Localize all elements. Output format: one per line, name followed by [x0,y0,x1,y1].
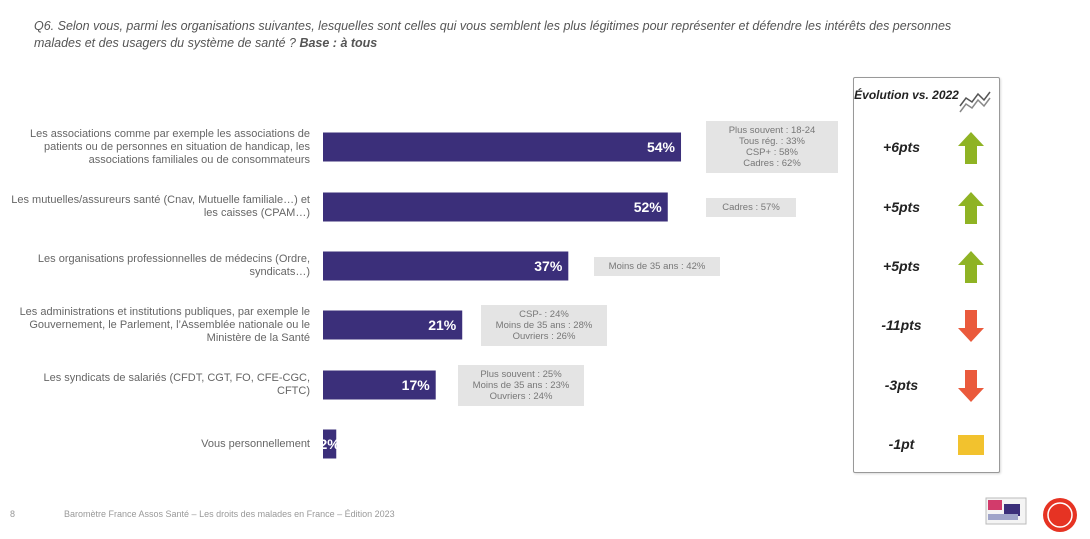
question-body: Q6. Selon vous, parmi les organisations … [34,19,952,50]
subgroup-line: Cadres : 62% [743,158,801,169]
bar-value-label: 17% [402,377,431,393]
subgroup-line: Plus souvent : 18-24 [728,125,816,136]
bar-value-label: 37% [534,258,563,274]
subgroup-box: Cadres : 57% [706,197,796,217]
bar-value-label: 2% [320,436,341,452]
question-base: Base : à tous [299,36,378,50]
chart-icon [958,88,992,121]
bar-value-label: 54% [647,139,676,155]
category-label: Les associations comme par exemple les a… [29,127,310,166]
bar [323,251,569,281]
subgroup-line: Plus souvent : 25% [480,368,562,380]
bar-value-label: 21% [428,317,457,333]
stable-square-icon [956,427,986,468]
arrow-down-icon [956,308,986,349]
bar-value-label: 52% [634,199,663,215]
bar [323,132,682,162]
question-text: Q6. Selon vous, parmi les organisations … [34,18,984,52]
evolution-title: Évolution vs. 2022 [854,88,959,102]
subgroup-line: Moins de 35 ans : 28% [495,319,593,331]
evolution-value: -11pts [881,317,922,333]
subgroup-box: Plus souvent : 18-24 Tous rég. : 33% CSP+ … [706,121,838,173]
arrow-up-icon [956,249,986,290]
subgroup-line: Moins de 35 ans : 23% [472,379,570,391]
bar [323,370,436,400]
bar-chart: 54% 52% 37% 21% 17% 2% [320,132,682,459]
category-label: Les organisations professionnelles de mé… [37,253,310,278]
logo-bva [1040,496,1080,539]
subgroup-line: Cadres : 57% [722,201,780,213]
category-label: Les administrations et institutions publ… [19,305,310,344]
evolution-value: +5pts [883,258,920,274]
category-label: Les syndicats de salariés (CFDT, CGT, FO… [43,372,311,397]
category-label: Les mutuelles/assureurs santé (Cnav, Mut… [11,194,310,219]
subgroup-line: Tous rég. : 33% [738,136,805,147]
subgroup-box: Moins de 35 ans : 42% [594,256,720,276]
subgroup-line: Moins de 35 ans : 42% [608,260,706,272]
arrow-up-icon [956,130,986,171]
arrow-up-icon [956,190,986,231]
evolution-panel: Évolution vs. 2022 +6pts +5pts +5pts -11pts… [853,77,1000,473]
evolution-value: -3pts [884,377,919,393]
subgroup-box: Plus souvent : 25% Moins de 35 ans : 23% O… [458,364,584,406]
logo-france-assos-sante [984,496,1030,526]
bar [323,310,463,340]
page-number: 8 [10,509,16,519]
arrow-down-icon [956,368,986,409]
evolution-value: +6pts [883,139,920,155]
category-label: Vous personnellement [201,437,310,450]
evolution-value: +5pts [883,199,920,215]
subgroup-box: CSP- : 24% Moins de 35 ans : 28% Ouvriers … [481,304,607,346]
subgroup-line: Ouvriers : 26% [512,330,576,342]
subgroup-line: CSP- : 24% [519,308,569,320]
bar [323,429,337,459]
evolution-value: -1pt [888,436,915,452]
footer-source: Baromètre France Assos Santé – Les droit… [64,509,395,519]
bar [323,192,668,222]
subgroup-line: CSP+ : 58% [745,147,798,158]
subgroup-line: Ouvriers : 24% [489,390,553,402]
